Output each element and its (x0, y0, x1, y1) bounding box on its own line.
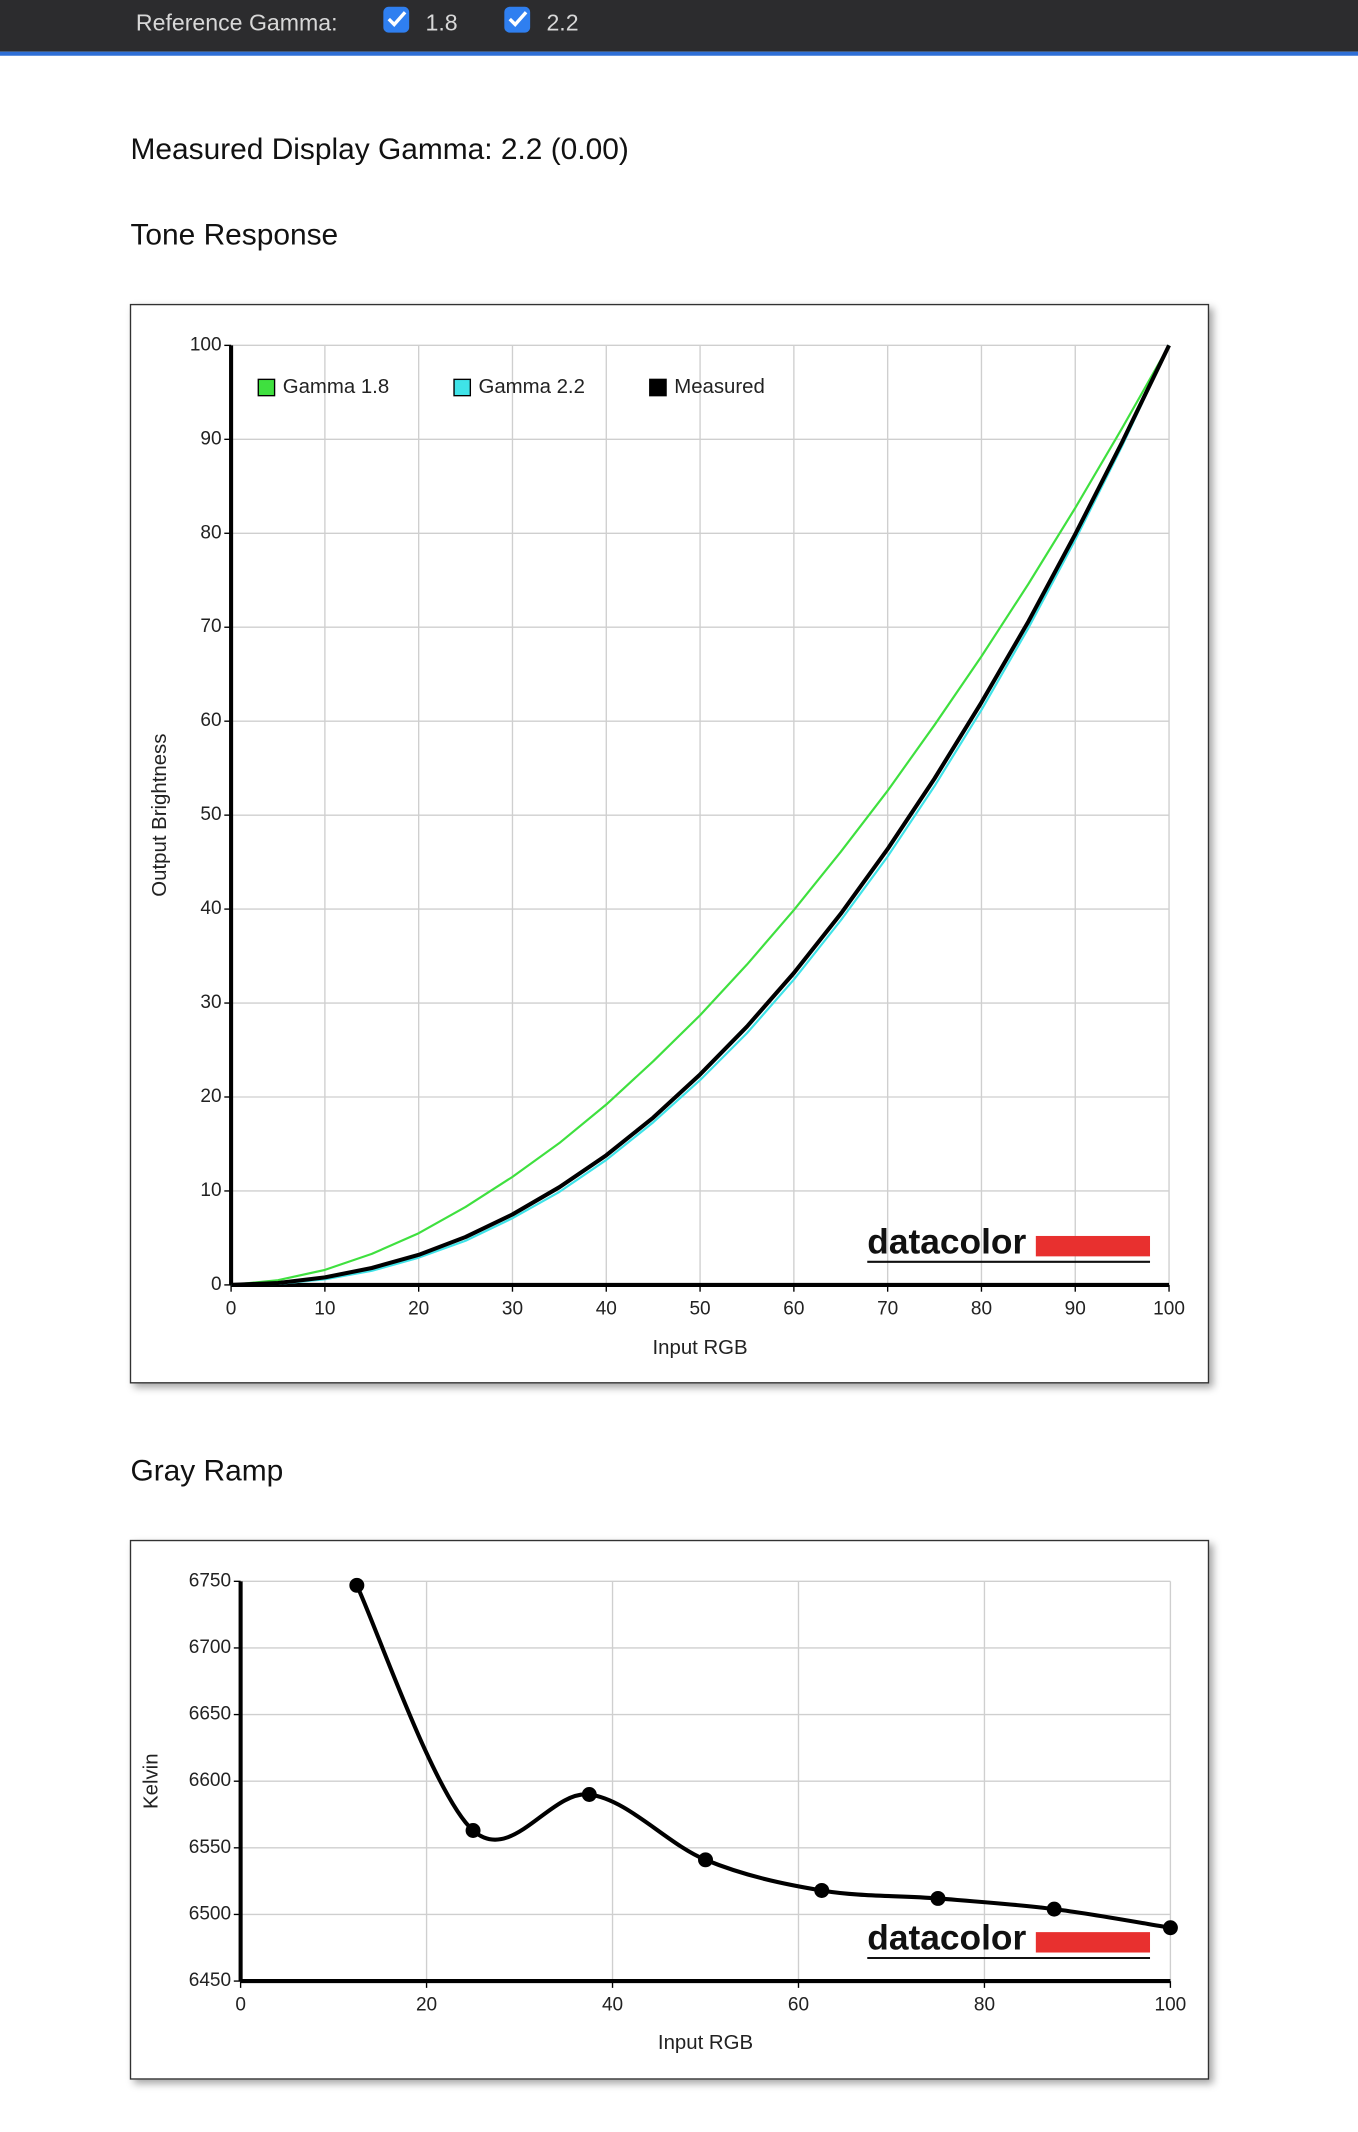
x-tick-label: 40 (602, 1995, 623, 2016)
y-tick-label: 100 (190, 334, 222, 355)
toolbar-label: Reference Gamma: (136, 10, 338, 36)
y-tick-label: 70 (200, 616, 221, 637)
x-tick-label: 100 (1155, 1995, 1187, 2016)
legend-label: Gamma 1.8 (283, 376, 389, 398)
y-tick-label: 6500 (189, 1903, 231, 1924)
legend-swatch (649, 378, 667, 397)
x-tick-label: 60 (783, 1298, 804, 1319)
y-tick-label: 30 (200, 992, 221, 1013)
y-tick-label: 6550 (189, 1837, 231, 1858)
y-tick-label: 6700 (189, 1637, 231, 1658)
x-axis-label: Input RGB (653, 1337, 748, 1359)
y-tick-label: 6600 (189, 1770, 231, 1791)
chart: 0 10 20 30 40 50 60 70 80 90 100 0 10 20 30 40 50 60 70 80 9… (149, 334, 1185, 1359)
data-point (349, 1577, 365, 1593)
checkbox-label[interactable]: 1.8 (425, 10, 457, 36)
y-axis-label: Output Brightness (149, 734, 171, 897)
y-tick-label: 0 (211, 1274, 222, 1295)
checkbox[interactable] (383, 6, 410, 33)
checkbox[interactable] (504, 6, 531, 33)
y-tick-label: 60 (200, 710, 221, 731)
toolbar (0, 0, 1358, 52)
data-point (930, 1890, 946, 1906)
y-tick-label: 20 (200, 1086, 221, 1107)
y-tick-label: 50 (200, 804, 221, 825)
checkmark (387, 11, 407, 27)
data-point (814, 1882, 830, 1898)
series-line (230, 344, 1170, 1286)
y-tick-label: 10 (200, 1180, 221, 1201)
data-point (1162, 1920, 1178, 1936)
x-tick-label: 80 (971, 1298, 992, 1319)
data-point (698, 1852, 713, 1868)
toolbar-border (0, 51, 1358, 56)
x-tick-label: 30 (502, 1298, 523, 1319)
y-axis-label: Kelvin (141, 1753, 163, 1809)
x-tick-label: 50 (689, 1298, 710, 1319)
legend-label: Gamma 2.2 (478, 376, 584, 398)
data-point (581, 1787, 597, 1803)
x-tick-label: 60 (788, 1995, 809, 2016)
x-tick-label: 70 (877, 1298, 898, 1319)
data-point (1046, 1901, 1062, 1917)
headline: Measured Display Gamma: 2.2 (0.00) (130, 133, 628, 166)
logo: datacolor (867, 1222, 1026, 1261)
x-tick-label: 20 (416, 1995, 437, 2016)
x-tick-label: 40 (596, 1298, 617, 1319)
chart-title: Tone Response (130, 218, 338, 251)
y-tick-label: 6450 (189, 1970, 231, 1991)
y-tick-label: 80 (200, 522, 221, 543)
x-axis-label: Input RGB (658, 2032, 753, 2054)
data-point (465, 1823, 481, 1838)
y-tick-label: 40 (200, 898, 221, 919)
checkbox-label[interactable]: 2.2 (546, 10, 578, 36)
x-tick-label: 90 (1065, 1298, 1086, 1319)
chart: 0 20 40 60 80 100 6450 6500 6550 6600 6650 6700 6750… (141, 1570, 1187, 2054)
legend-swatch (257, 378, 276, 397)
legend-label: Measured (674, 376, 765, 398)
x-tick-label: 80 (974, 1995, 995, 2016)
x-tick-label: 0 (226, 1298, 237, 1319)
chart-frame (129, 303, 1210, 1384)
y-tick-label: 90 (200, 428, 221, 449)
x-tick-label: 100 (1153, 1298, 1185, 1319)
logo-bar (1035, 1235, 1151, 1257)
x-tick-label: 10 (314, 1298, 335, 1319)
y-tick-label: 6750 (189, 1570, 231, 1591)
x-tick-label: 0 (235, 1995, 246, 2016)
checkmark (508, 11, 528, 27)
series-line (231, 344, 1171, 1286)
logo: datacolor (867, 1919, 1026, 1958)
series-line (231, 344, 1171, 1287)
chart-title: Gray Ramp (130, 1454, 283, 1487)
chart-frame (129, 1539, 1210, 2080)
legend-swatch (453, 378, 472, 397)
y-tick-label: 6650 (189, 1704, 231, 1725)
x-tick-label: 20 (408, 1298, 429, 1319)
logo-bar (1035, 1932, 1151, 1953)
